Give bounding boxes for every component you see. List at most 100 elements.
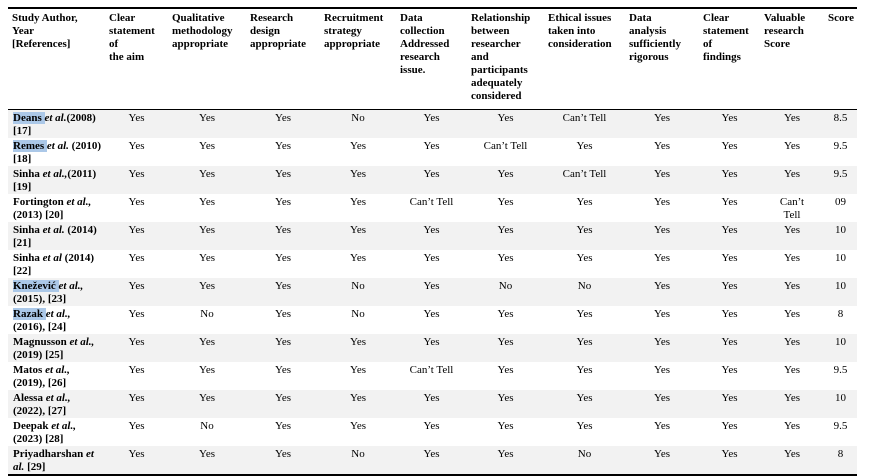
cell-methodology: Yes xyxy=(198,280,215,292)
cell-valuable: Yes xyxy=(783,308,800,320)
cell-analysis: Yes xyxy=(653,280,670,292)
cell-aim: Yes xyxy=(128,196,145,208)
cell-aim: Yes xyxy=(128,280,145,292)
col-header-methodology: Qualitative methodology appropriate xyxy=(172,12,233,50)
cell-score: 8 xyxy=(837,308,844,320)
cell-analysis: Yes xyxy=(653,308,670,320)
et-al-text: et al xyxy=(39,252,62,264)
cell-ethics: Yes xyxy=(576,364,593,376)
cell-aim: Yes xyxy=(128,112,145,124)
col-header-study_author: Study Author, Year [References] xyxy=(12,12,78,50)
year-reference-text: (2010) [18] xyxy=(13,140,101,165)
cell-data_collection: Yes xyxy=(423,280,440,292)
cell-score: 10 xyxy=(835,280,846,292)
cell-design: Yes xyxy=(274,280,291,292)
cell-ethics: Yes xyxy=(576,420,593,432)
cell-findings: Yes xyxy=(721,224,738,236)
table-row: Razak et al., (2016), [24] Yes No Yes No Yes Y… xyxy=(8,306,857,334)
cell-design: Yes xyxy=(274,112,291,124)
cell-data_collection: Yes xyxy=(423,224,440,236)
cell-design: Yes xyxy=(274,168,291,180)
table-row: Alessa et al., (2022), [27] Yes Yes Yes Yes Y… xyxy=(8,390,857,418)
cell-relationship: Yes xyxy=(497,364,514,376)
cell-recruitment: Yes xyxy=(349,336,366,348)
study-author-name: Alessa xyxy=(13,392,43,404)
col-header-relationship: Relationship between researcher and part… xyxy=(471,12,531,102)
col-header-score: Score xyxy=(828,12,855,24)
cell-aim: Yes xyxy=(128,224,145,236)
cell-valuable: Yes xyxy=(783,336,800,348)
cell-findings: Yes xyxy=(721,112,738,124)
table-row: Deepak et al., (2023) [28] Yes No Yes Yes Yes… xyxy=(8,418,857,446)
cell-analysis: Yes xyxy=(653,252,670,264)
cell-design: Yes xyxy=(274,196,291,208)
cell-ethics: Can’t Tell xyxy=(562,112,607,124)
cell-recruitment: Yes xyxy=(349,252,366,264)
cell-ethics: Yes xyxy=(576,336,593,348)
cell-aim: Yes xyxy=(128,252,145,264)
table-row: Sinha et al. (2014) [21] Yes Yes Yes Yes Yes Y… xyxy=(8,222,857,250)
cell-relationship: Yes xyxy=(497,420,514,432)
cell-design: Yes xyxy=(274,420,291,432)
study-author-name: Matos xyxy=(13,364,43,376)
cell-data_collection: Yes xyxy=(423,392,440,404)
cell-valuable: Yes xyxy=(783,280,800,292)
cell-findings: Yes xyxy=(721,140,738,152)
cell-score: 10 xyxy=(835,252,846,264)
header-row: Study Author, Year [References] Clear sta… xyxy=(8,8,857,110)
cell-findings: Yes xyxy=(721,364,738,376)
cell-recruitment: Yes xyxy=(349,168,366,180)
study-author-cell: Knežević et al., (2015), [23] xyxy=(8,278,105,306)
study-author-cell: Deepak et al., (2023) [28] xyxy=(8,418,105,446)
year-reference-text: (2014) [21] xyxy=(13,224,97,249)
cell-analysis: Yes xyxy=(653,448,670,460)
cell-recruitment: No xyxy=(351,112,365,124)
cell-data_collection: Yes xyxy=(423,252,440,264)
cell-data_collection: Yes xyxy=(423,448,440,460)
study-author-name-highlighted: Remes xyxy=(13,140,45,152)
table-header: Study Author, Year [References] Clear sta… xyxy=(8,8,857,110)
et-al-text: et al. xyxy=(44,140,69,152)
cell-findings: Yes xyxy=(721,168,738,180)
cell-relationship: Yes xyxy=(497,224,514,236)
cell-recruitment: No xyxy=(351,448,365,460)
et-al-text: et al., xyxy=(42,392,71,404)
cell-methodology: Yes xyxy=(198,112,215,124)
cell-design: Yes xyxy=(274,392,291,404)
cell-analysis: Yes xyxy=(653,140,670,152)
et-al-text: et al., xyxy=(42,308,71,320)
study-author-cell: Priyadharshan et al. [29] xyxy=(8,446,105,475)
cell-valuable: Yes xyxy=(783,112,800,124)
study-author-name-highlighted: Razak xyxy=(13,308,43,320)
table-row: Matos et al., (2019), [26] Yes Yes Yes Yes Ca… xyxy=(8,362,857,390)
cell-score: 8.5 xyxy=(833,112,848,124)
study-author-name: Magnusson xyxy=(13,336,67,348)
year-reference-text: (2014) [22] xyxy=(13,252,94,277)
cell-analysis: Yes xyxy=(653,420,670,432)
cell-valuable: Yes xyxy=(783,448,800,460)
cell-findings: Yes xyxy=(721,336,738,348)
cell-data_collection: Yes xyxy=(423,308,440,320)
cell-score: 9.5 xyxy=(833,420,848,432)
cell-valuable: Yes xyxy=(783,140,800,152)
col-header-data_collection: Data collection Addressed research issue… xyxy=(400,12,450,76)
study-author-name: Priyadharshan xyxy=(13,448,84,460)
study-author-name: Sinha xyxy=(13,252,40,264)
table-body: Deans et al.(2008) [17] Yes Yes Yes No Yes Yes… xyxy=(8,109,857,475)
cell-analysis: Yes xyxy=(653,168,670,180)
cell-findings: Yes xyxy=(721,196,738,208)
year-reference-text: (2015), [23] xyxy=(13,292,67,305)
col-header-aim: Clear statement of the aim xyxy=(109,12,155,63)
study-author-cell: Remes et al. (2010) [18] xyxy=(8,138,105,166)
cell-relationship: Yes xyxy=(497,392,514,404)
cell-aim: Yes xyxy=(128,308,145,320)
year-reference-text: (2016), [24] xyxy=(13,320,67,333)
et-al-text: et al., xyxy=(63,196,92,208)
table-row: Sinha et al.,(2011) [19] Yes Yes Yes Yes Yes Y… xyxy=(8,166,857,194)
study-author-name: Sinha xyxy=(13,168,40,180)
cell-design: Yes xyxy=(274,140,291,152)
cell-ethics: Yes xyxy=(576,140,593,152)
cell-methodology: Yes xyxy=(198,224,215,236)
cell-recruitment: Yes xyxy=(349,364,366,376)
cell-findings: Yes xyxy=(721,448,738,460)
